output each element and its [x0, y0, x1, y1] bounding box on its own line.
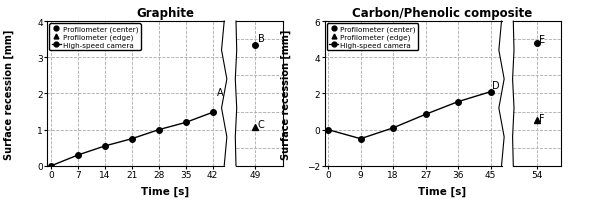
Text: Time [s]: Time [s] [418, 186, 467, 196]
Text: Surface recession [mm]: Surface recession [mm] [281, 29, 291, 159]
Text: Graphite: Graphite [136, 7, 194, 20]
Text: F: F [539, 113, 545, 123]
Text: B: B [258, 34, 264, 44]
Text: C: C [258, 120, 264, 130]
Text: Surface recession [mm]: Surface recession [mm] [4, 29, 14, 159]
Text: Time [s]: Time [s] [141, 186, 189, 196]
Text: A: A [217, 87, 223, 97]
Legend: Profilometer (center), Profilometer (edge), High-speed camera: Profilometer (center), Profilometer (edg… [50, 24, 141, 51]
Text: E: E [539, 35, 545, 45]
Text: Carbon/Phenolic composite: Carbon/Phenolic composite [352, 7, 533, 20]
Text: D: D [493, 80, 500, 90]
Legend: Profilometer (center), Profilometer (edge), High-speed camera: Profilometer (center), Profilometer (edg… [327, 24, 418, 51]
